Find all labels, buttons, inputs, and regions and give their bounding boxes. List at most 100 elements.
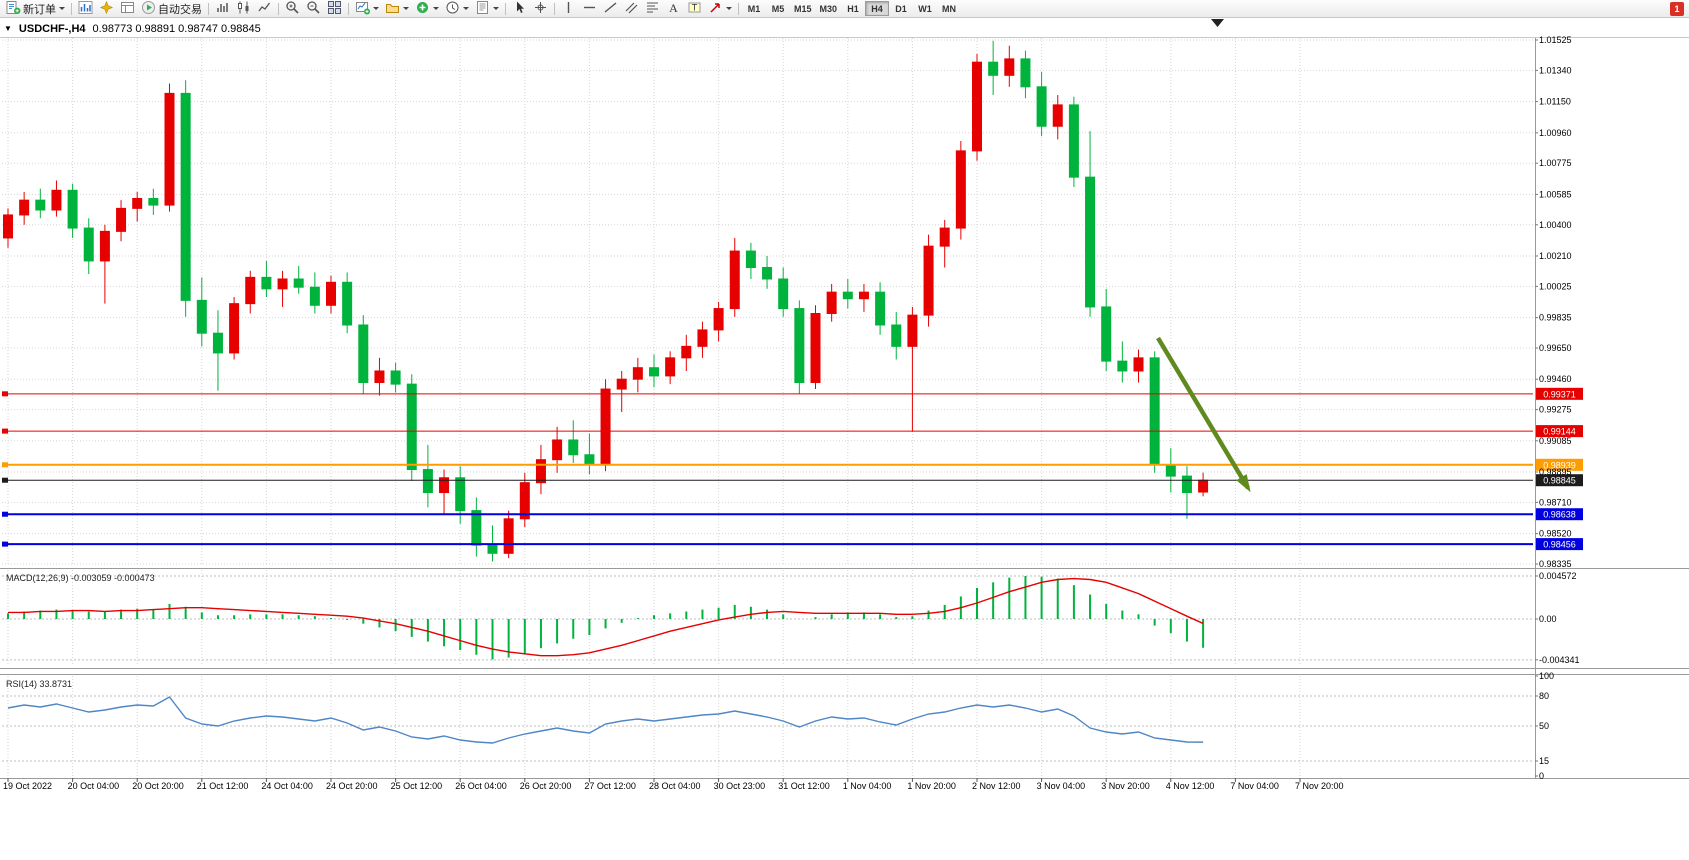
price-line-anchor[interactable]: [2, 428, 8, 434]
tile-windows-button[interactable]: [324, 0, 345, 17]
vline-icon: [561, 0, 576, 18]
candle: [196, 277, 207, 347]
timeframe-m15-button[interactable]: M15: [790, 1, 816, 16]
vertical-line-button[interactable]: [558, 1, 579, 17]
zoom-in-button[interactable]: [282, 0, 303, 17]
candle: [406, 374, 417, 482]
cursor-button[interactable]: [509, 1, 530, 17]
crosshair-button[interactable]: [530, 1, 551, 17]
timeframe-w1-button[interactable]: W1: [913, 1, 937, 16]
price-line-anchor[interactable]: [2, 391, 8, 397]
candle: [1181, 466, 1192, 519]
trend-arrow-annotation[interactable]: [1156, 336, 1251, 493]
candle: [99, 224, 110, 304]
auto-trading-button[interactable]: 自动交易: [138, 0, 205, 17]
timeframe-mn-button[interactable]: MN: [937, 1, 961, 16]
timeframe-m30-button[interactable]: M30: [816, 1, 842, 16]
timeframe-m5-button[interactable]: M5: [766, 1, 790, 16]
candle: [148, 188, 159, 215]
svg-text:1.00400: 1.00400: [1539, 220, 1572, 230]
dropdown-caret-icon: [59, 7, 65, 10]
dropdown-caret-icon: [373, 7, 379, 10]
svg-text:-0.004341: -0.004341: [1539, 655, 1580, 665]
timeframe-d1-button[interactable]: D1: [889, 1, 913, 16]
candle: [293, 265, 304, 294]
price-line-anchor[interactable]: [2, 462, 8, 468]
chart-titlebar: ▼ USDCHF-,H4 0.98773 0.98891 0.98747 0.9…: [4, 21, 261, 36]
crosshair-icon: [533, 0, 548, 18]
candle: [762, 256, 773, 289]
dropdown-caret-icon: [726, 7, 732, 10]
indicators-button[interactable]: [412, 1, 442, 17]
candle: [132, 191, 143, 222]
svg-text:T: T: [692, 2, 698, 12]
zoom-out-button[interactable]: [303, 0, 324, 17]
fibonacci-button[interactable]: [642, 1, 663, 17]
price-line-badge-text: 0.98638: [1543, 510, 1576, 520]
text-label-button[interactable]: T: [684, 1, 705, 17]
candle: [681, 334, 692, 371]
line-chart-button[interactable]: [254, 1, 275, 17]
profiles-button[interactable]: [382, 1, 412, 17]
candle: [826, 283, 837, 322]
new-order-label: 新订单: [23, 3, 56, 16]
candlestick-chart-button[interactable]: [233, 1, 254, 17]
scroll-to-end-marker[interactable]: [1211, 19, 1224, 27]
price-line-badge: [1536, 458, 1583, 471]
toolbar: 新订单 自动交易 A T M1 M5 M15 M30 H1 H4 D1 W1 MN: [0, 0, 1689, 18]
bar-chart-icon: [215, 0, 230, 18]
horizontal-line-button[interactable]: [579, 1, 600, 17]
candle: [519, 472, 530, 528]
bar-chart-button[interactable]: [212, 1, 233, 17]
candle: [745, 242, 756, 279]
price-line-badge-text: 0.98939: [1543, 460, 1576, 470]
equidistant-channel-button[interactable]: [621, 1, 642, 17]
candle: [51, 180, 62, 217]
price-line-badge-text: 0.99144: [1543, 427, 1576, 437]
price-line-anchor[interactable]: [2, 511, 8, 517]
candle: [3, 208, 13, 248]
timeframe-m1-button[interactable]: M1: [742, 1, 766, 16]
new-order-button[interactable]: 新订单: [3, 0, 68, 17]
timeframe-buttons: M1 M5 M15 M30 H1 H4 D1 W1 MN: [742, 1, 961, 16]
new-chart-button[interactable]: [352, 1, 382, 17]
dropdown-caret-icon: [463, 7, 469, 10]
grid: [2, 38, 1533, 776]
chart-menu-button[interactable]: ▼: [4, 23, 12, 33]
timeframe-h4-button[interactable]: H4: [865, 1, 890, 16]
templates-button[interactable]: [472, 0, 502, 18]
price-line-anchor[interactable]: [2, 541, 8, 547]
trendline-button[interactable]: [600, 1, 621, 17]
toolbar-separator: [278, 2, 279, 15]
chart-symbol-label: USDCHF-,H4: [18, 22, 86, 35]
svg-text:1.01340: 1.01340: [1539, 65, 1572, 75]
candle: [875, 282, 886, 335]
candle: [972, 53, 982, 161]
trendline-icon: [603, 0, 618, 18]
candle: [374, 357, 385, 396]
toolbar-separator: [505, 2, 506, 15]
terminal-button[interactable]: [117, 1, 138, 17]
template-icon: [475, 0, 490, 18]
periods-button[interactable]: [442, 1, 472, 17]
candle: [1133, 349, 1144, 383]
notification-badge[interactable]: 1: [1670, 2, 1684, 16]
timeframe-h1-button[interactable]: H1: [841, 1, 865, 16]
price-line-badge-text: 0.98456: [1543, 540, 1576, 550]
price-line-badge: [1536, 387, 1583, 400]
candle: [83, 218, 94, 275]
candle: [1165, 448, 1176, 493]
time-axis-label: 3 Nov 20:00: [1101, 781, 1150, 791]
clock-icon: [445, 0, 460, 18]
candle: [955, 141, 966, 240]
channel-icon: [624, 0, 639, 18]
candle: [261, 260, 272, 298]
price-line-anchor[interactable]: [2, 477, 8, 483]
navigator-button[interactable]: [96, 0, 117, 17]
time-axis: 19 Oct 2022 20 Oct 04:00 20 Oct 20:00 21 Oc…: [3, 778, 1344, 791]
market-watch-button[interactable]: [75, 0, 96, 17]
arrows-button[interactable]: [705, 1, 735, 17]
candle: [326, 275, 336, 314]
text-button[interactable]: A: [663, 1, 684, 17]
candle: [552, 426, 563, 473]
